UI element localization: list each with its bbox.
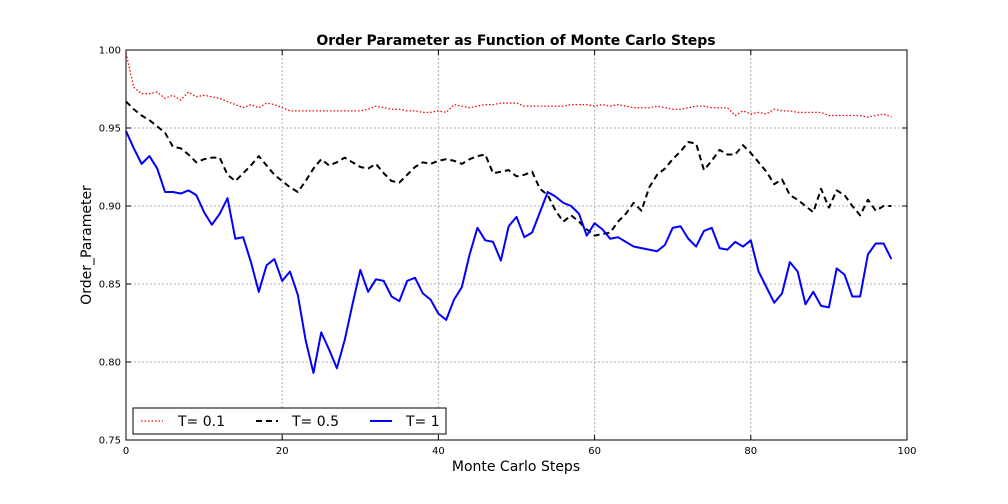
series-lines	[125, 52, 893, 374]
y-tick-label: 0.75	[99, 436, 121, 447]
y-tick-label: 0.80	[99, 358, 121, 369]
chart-title: Order Parameter as Function of Monte Car…	[316, 33, 715, 49]
y-tick-label: 0.85	[99, 280, 121, 291]
series-line-t01	[125, 52, 892, 118]
x-tick-label: 60	[588, 446, 601, 457]
x-axis-label: Monte Carlo Steps	[452, 459, 580, 475]
legend-box	[132, 407, 447, 435]
x-tick-label: 80	[744, 446, 757, 457]
plot-area-frame	[125, 49, 908, 441]
series-line-t05	[125, 100, 892, 237]
legend-label-t01: T= 0.1	[177, 414, 225, 430]
y-tick-label: 0.95	[99, 124, 121, 135]
legend-label-t1: T= 1	[405, 414, 440, 430]
y-tick-label: 0.90	[99, 202, 121, 213]
x-tick-label: 100	[897, 446, 916, 457]
y-axis-label: Order_Parameter	[79, 185, 95, 305]
series-line-t1	[125, 130, 893, 374]
y-tick-label: 1.00	[99, 46, 121, 57]
legend: T= 0.1 T= 0.5 T= 1	[132, 407, 447, 435]
axis-ticks: 0 20 40 60 80 100 0.75 0.80 0.85 0.90 0.95 1.00	[99, 46, 917, 458]
x-tick-label: 20	[276, 446, 289, 457]
x-tick-label: 40	[432, 446, 445, 457]
legend-label-t05: T= 0.5	[291, 414, 339, 430]
x-tick-label: 0	[123, 446, 129, 457]
